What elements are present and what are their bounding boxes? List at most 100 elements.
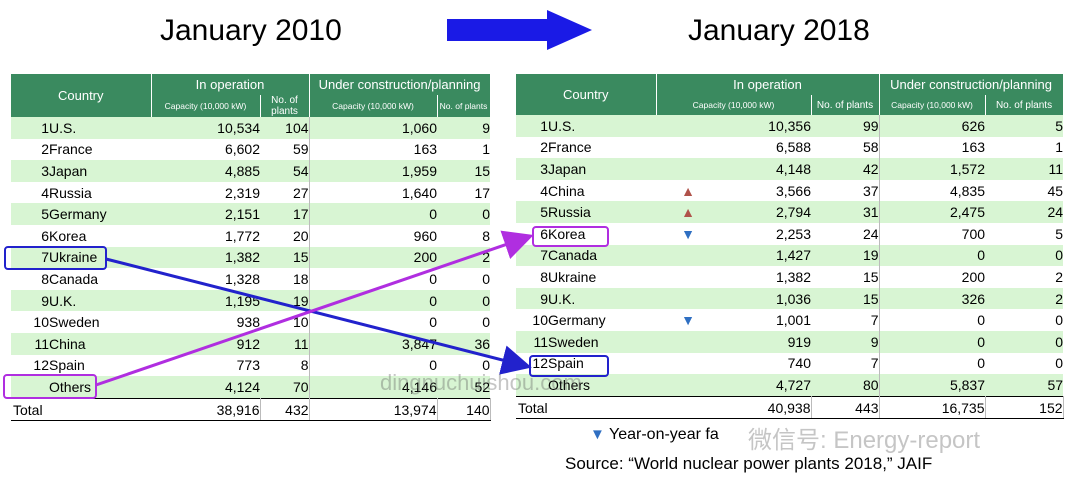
table-row: 9 U.K. 1,036 15 326 2: [516, 287, 1064, 310]
rank-cell: 8: [11, 268, 49, 290]
uc-plants-cell: 1: [437, 138, 491, 161]
uc-capacity-cell: 700: [879, 222, 986, 245]
country-cell: Others: [49, 376, 151, 399]
uc-capacity-cell: 0: [309, 203, 438, 225]
uc-plants-cell: 2: [985, 287, 1064, 310]
rank-cell: 3: [516, 158, 548, 180]
country-cell: Canada: [548, 244, 656, 267]
trend-cell: [656, 158, 720, 180]
table-row: 4 Russia 2,319 27 1,640 17: [11, 181, 491, 204]
uc-capacity-cell: 0: [879, 352, 986, 375]
trend-cell: [656, 266, 720, 288]
right-arrow-icon: [447, 10, 592, 50]
op-capacity-cell: 1,036: [720, 287, 811, 310]
trend-cell: [656, 395, 720, 420]
country-cell: France: [548, 136, 656, 159]
table-row: 3 Japan 4,885 54 1,959 15: [11, 160, 491, 182]
uc-plants-cell: 0: [985, 330, 1064, 353]
header-under-construction: Under construction/planning: [309, 74, 491, 95]
trend-cell: [656, 330, 720, 353]
table-row: 2 France 6,602 59 163 1: [11, 138, 491, 161]
rank-cell: 1: [516, 115, 548, 137]
uc-plants-cell: 5: [985, 222, 1064, 245]
table-row: 6 Korea 1,772 20 960 8: [11, 224, 491, 247]
op-capacity-cell: 1,427: [720, 244, 811, 267]
rank-cell: 5: [11, 203, 49, 225]
op-plants-cell: 19: [260, 289, 310, 312]
op-plants-cell: 31: [811, 201, 880, 223]
header-capacity: Capacity (10,000 kW): [151, 95, 261, 117]
total-label: Total: [516, 395, 656, 420]
op-capacity-cell: 2,319: [151, 181, 260, 204]
uc-capacity-cell: 960: [309, 224, 438, 247]
uc-plants-cell: 36: [437, 332, 491, 355]
table-row: 12 Spain 740 7 0 0: [516, 352, 1064, 375]
uc-plants-cell: 17: [437, 181, 491, 204]
op-capacity-cell: 6,602: [151, 138, 260, 161]
uc-plants-cell: 11: [985, 158, 1064, 180]
uc-capacity-cell: 326: [879, 287, 986, 310]
title-2010: January 2010: [160, 14, 342, 47]
country-cell: Japan: [548, 158, 656, 180]
op-capacity-cell: 740: [720, 352, 811, 375]
op-plants-cell: 15: [260, 246, 310, 269]
uc-plants-cell: 15: [437, 160, 491, 182]
table-row: 12 Spain 773 8 0 0: [11, 354, 491, 377]
total-uc-capacity: 16,735: [879, 395, 986, 420]
uc-capacity-cell: 0: [309, 311, 438, 333]
uc-plants-cell: 5: [985, 115, 1064, 137]
op-plants-cell: 20: [260, 224, 310, 247]
rank-cell: 5: [516, 201, 548, 223]
header-capacity: Capacity (10,000 kW): [656, 95, 812, 115]
op-capacity-cell: 1,382: [720, 266, 811, 288]
country-cell: U.K.: [49, 289, 151, 312]
country-cell: Germany: [548, 309, 656, 331]
country-cell: Russia: [548, 201, 656, 223]
trend-cell: [656, 136, 720, 159]
op-plants-cell: 15: [811, 266, 880, 288]
header-country: Country: [516, 74, 657, 115]
op-capacity-cell: 1,001: [720, 309, 811, 331]
uc-capacity-cell: 1,060: [309, 117, 438, 139]
rank-cell: 6: [11, 224, 49, 247]
country-cell: Korea: [548, 222, 656, 245]
watermark-wechat: 微信号: Energy-report: [748, 427, 981, 454]
trend-cell: [656, 115, 720, 137]
op-capacity-cell: 4,885: [151, 160, 260, 182]
country-cell: Canada: [49, 268, 151, 290]
uc-capacity-cell: 0: [309, 354, 438, 377]
total-uc-plants: 152: [985, 395, 1064, 420]
arrow-ukraine-to-spain: [105, 257, 532, 375]
op-plants-cell: 24: [811, 222, 880, 245]
op-plants-cell: 18: [260, 268, 310, 290]
op-plants-cell: 80: [811, 374, 880, 397]
uc-plants-cell: 0: [437, 268, 491, 290]
op-plants-cell: 7: [811, 352, 880, 375]
country-cell: Korea: [49, 224, 151, 247]
uc-plants-cell: 0: [985, 352, 1064, 375]
rank-cell: [11, 376, 49, 399]
trend-cell: [656, 287, 720, 310]
uc-capacity-cell: 0: [309, 268, 438, 290]
uc-plants-cell: 57: [985, 374, 1064, 397]
rank-cell: 4: [11, 181, 49, 204]
total-uc-capacity: 13,974: [309, 397, 438, 422]
country-cell: China: [49, 332, 151, 355]
rank-cell: 11: [11, 332, 49, 355]
op-capacity-cell: 10,534: [151, 117, 260, 139]
op-plants-cell: 11: [260, 332, 310, 355]
down-triangle-icon: ▼: [656, 309, 720, 331]
country-cell: France: [49, 138, 151, 161]
table-row: 10 Germany ▼ 1,001 7 0 0: [516, 309, 1064, 331]
header-country: Country: [11, 74, 152, 117]
total-op-capacity: 40,938: [720, 395, 812, 420]
uc-plants-cell: 1: [985, 136, 1064, 159]
table-row: 2 France 6,588 58 163 1: [516, 136, 1064, 159]
rank-cell: 12: [11, 354, 49, 377]
highlight-ukraine-2010: [4, 246, 107, 270]
country-cell: U.K.: [548, 287, 656, 310]
rank-cell: 8: [516, 266, 548, 288]
uc-capacity-cell: 200: [879, 266, 986, 288]
table-row: 5 Russia ▲ 2,794 31 2,475 24: [516, 201, 1064, 223]
